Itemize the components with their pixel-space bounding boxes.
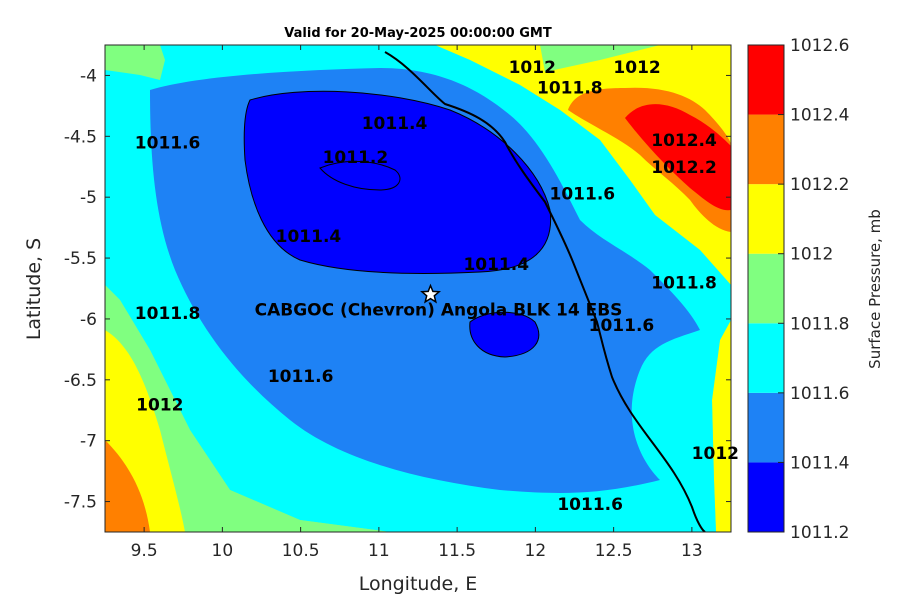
x-tick-label: 13 [681,541,703,561]
contour-label: 1012 [509,58,556,78]
contour-label: 1011.6 [550,185,616,205]
colorbar-label: Surface Pressure, mb [866,209,884,369]
plot-area: 1011.2 1011.4 1011.4 1011.4 1011.6 1011.6 1011… [104,44,739,533]
contour-label: 1011.6 [268,367,334,387]
colorbar-tick-label: 1012.4 [790,106,849,126]
x-tick-label: 11 [368,541,390,561]
colorbar-swatch [748,323,784,393]
contour-label: 1012.4 [651,131,717,151]
colorbar-swatch [748,253,784,324]
plot-frame [104,44,732,533]
x-tick-label: 9.5 [131,541,158,561]
contour-label: 1011.6 [589,316,655,336]
colorbar-tick-label: 1011.2 [790,523,849,543]
colorbar: 1011.2 1011.4 1011.6 1011.8 1012 1012.2 1012.4… [747,36,849,543]
x-tick-label: 11.5 [438,541,476,561]
y-axis: -4 -4.5 -5 -5.5 -6 -6.5 -7 -7.5 [64,66,731,513]
x-tick-label: 12 [525,541,547,561]
colorbar-swatch [748,45,784,115]
y-tick-label: -7 [80,432,97,452]
band-1011-2-small [469,312,539,357]
contour-label: 1012 [692,444,739,464]
site-label: CABGOC (Chevron) Angola BLK 14 EBS [255,301,623,321]
x-tick-label: 10.5 [282,541,320,561]
y-tick-label: -7.5 [64,493,97,513]
colorbar-swatch [748,462,784,532]
x-axis: 9.5 10 10.5 11 11.5 12 12.5 13 [131,45,703,561]
contour-label: 1011.8 [651,274,717,294]
contour-label: 1012.2 [651,158,717,178]
colorbar-swatch [748,184,784,254]
y-tick-label: -5 [80,188,97,208]
colorbar-tick-label: 1012.6 [790,36,849,56]
contour-label: 1011.2 [323,148,389,168]
contour-label: 1011.8 [537,79,603,99]
x-tick-label: 12.5 [595,541,633,561]
colorbar-swatch [748,392,784,463]
x-tick-label: 10 [212,541,234,561]
contour-label: 1011.8 [135,304,201,324]
band-1012-2-lower [105,440,150,532]
contour-label: 1012 [613,58,660,78]
colorbar-tick-label: 1012.2 [790,175,849,195]
colorbar-swatch [748,114,784,185]
y-tick-label: -4 [80,66,97,86]
contour-label: 1011.6 [557,495,623,515]
band-1011-8-left [105,45,165,80]
y-tick-label: -5.5 [64,249,97,269]
contour-lines [243,90,552,358]
contour-label: 1011.4 [276,227,342,247]
y-axis-label: Latitude, S [23,238,45,340]
contour-label: 1012 [136,395,183,415]
coastline [384,51,706,532]
colorbar-tick-label: 1011.8 [790,314,849,334]
colorbar-tick-label: 1011.6 [790,384,849,404]
y-tick-label: -6.5 [64,371,97,391]
band-1011-2-main [244,91,551,274]
contour-label: 1011.4 [362,114,428,134]
contour-label: 1011.4 [463,255,529,275]
colorbar-tick-label: 1011.4 [790,453,849,473]
colorbar-frame [747,44,785,533]
x-axis-label: Longitude, E [359,573,478,595]
site-marker: CABGOC (Chevron) Angola BLK 14 EBS [255,283,623,321]
site-star-icon [420,283,442,304]
chart-title: Valid for 20-May-2025 00:00:00 GMT [284,26,552,41]
contour-label: 1011.6 [135,133,201,153]
y-tick-label: -4.5 [64,127,97,147]
band-1011-8-lower [105,285,390,532]
y-tick-label: -6 [80,310,97,330]
band-1012-4 [625,104,731,211]
contour-labels: 1011.2 1011.4 1011.4 1011.4 1011.6 1011.6 1011… [135,58,739,515]
colorbar-tick-label: 1012 [790,245,833,265]
